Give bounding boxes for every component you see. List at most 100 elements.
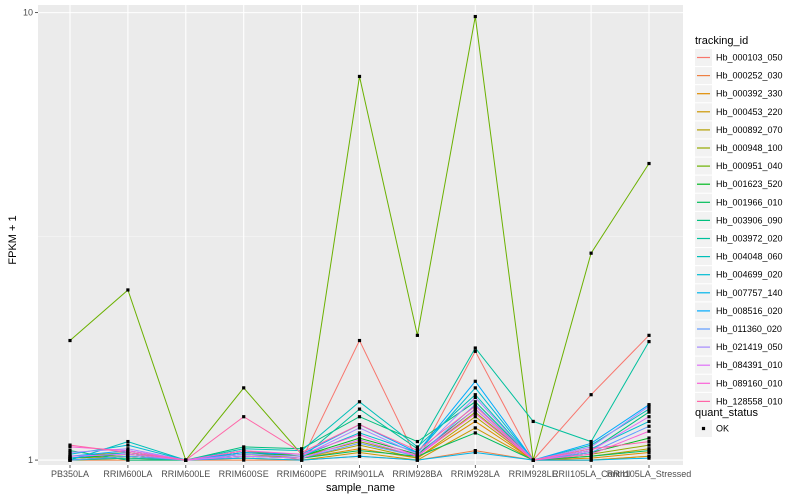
x-tick-label: RRIM928LA [451,469,500,479]
grid-major [38,5,683,465]
data-point [589,441,593,445]
legend-label: Hb_001966_010 [716,197,783,207]
data-point [242,386,246,390]
data-point [473,14,477,19]
data-point [415,445,419,449]
x-tick-label: RRIM600SE [219,469,269,479]
data-point [415,450,419,455]
data-point [589,454,593,458]
data-point [357,400,362,404]
series-points [68,14,651,462]
legend-label: Hb_000103_050 [716,53,783,63]
data-point [473,412,477,416]
data-point [68,450,72,455]
legend-label: Hb_008516_020 [716,306,783,316]
data-point [357,448,362,453]
x-axis: PB350LA RRIM600LA RRIM600LE RRIM600SE RRIM60… [51,465,691,479]
data-point [647,429,651,433]
data-point [589,393,593,397]
data-point [242,456,246,460]
data-point [357,441,362,445]
data-point [647,454,651,458]
data-point [589,456,593,460]
data-point [242,450,246,455]
data-point [68,458,72,462]
data-point [242,448,246,453]
legend-label: Hb_000252_030 [716,71,783,81]
legend-label: Hb_001623_520 [716,179,783,189]
data-point [68,454,72,458]
data-point [126,452,130,456]
data-point [473,400,477,404]
legend-label: Hb_003972_020 [716,234,783,244]
data-point [473,448,477,453]
data-point [357,443,362,447]
data-point [415,452,419,456]
data-point [415,447,419,451]
plot-panel [38,5,683,465]
shape-legend-marker [701,426,706,431]
data-point [647,339,651,344]
x-tick-label: PB350LA [51,469,89,479]
x-tick-label: RRIM600LE [161,469,210,479]
data-point [357,431,362,435]
data-point [473,349,477,353]
legend-label: Hb_084391_010 [716,360,783,370]
data-point [415,333,419,337]
data-point [473,404,477,408]
y-axis-title: FPKM + 1 [7,215,19,264]
data-point [357,454,362,458]
data-point [126,458,130,462]
data-point [647,407,651,411]
data-point [357,450,362,455]
data-point [473,450,477,455]
data-point [242,445,246,449]
legend-label: Hb_004699_020 [716,270,783,280]
data-point [647,436,651,440]
data-point [126,439,130,444]
legend-label: Hb_007757_140 [716,288,783,298]
data-point [647,415,651,419]
data-point [357,74,362,79]
data-point [357,338,362,343]
data-point [473,393,477,397]
data-point [589,251,593,255]
data-point [126,288,130,292]
data-point [473,346,477,350]
data-point [589,458,593,462]
data-point [68,448,72,453]
y-axis: 1 10 [23,8,38,465]
data-point [126,450,130,455]
data-point [357,423,362,427]
data-point [473,395,477,400]
data-point [473,407,477,411]
legend-label: Hb_011360_020 [716,324,782,334]
data-point [300,454,304,458]
data-point [357,438,362,442]
data-point [473,379,477,383]
legend-label: Hb_128558_010 [716,396,783,406]
data-point [647,424,651,428]
x-tick-label: RRIM928LE [509,469,558,479]
data-point [357,426,362,430]
data-point [589,445,593,449]
data-point [300,458,304,462]
legend-label: Hb_000951_040 [716,161,783,171]
data-point [589,447,593,451]
data-point [415,448,419,453]
data-point [415,439,419,444]
data-point [589,448,593,453]
data-point [357,439,362,444]
x-tick-label: RRII105LA_Control [552,469,630,479]
x-tick-label: RRIM600LA [103,469,152,479]
data-point [589,439,593,444]
legend-label: Hb_003906_090 [716,215,783,225]
data-point [68,456,72,460]
data-point [415,454,419,458]
data-point [647,450,651,455]
y-tick-label: 10 [23,8,33,18]
data-point [357,436,362,440]
shape-legend-label: OK [716,424,729,434]
data-point [300,447,304,451]
